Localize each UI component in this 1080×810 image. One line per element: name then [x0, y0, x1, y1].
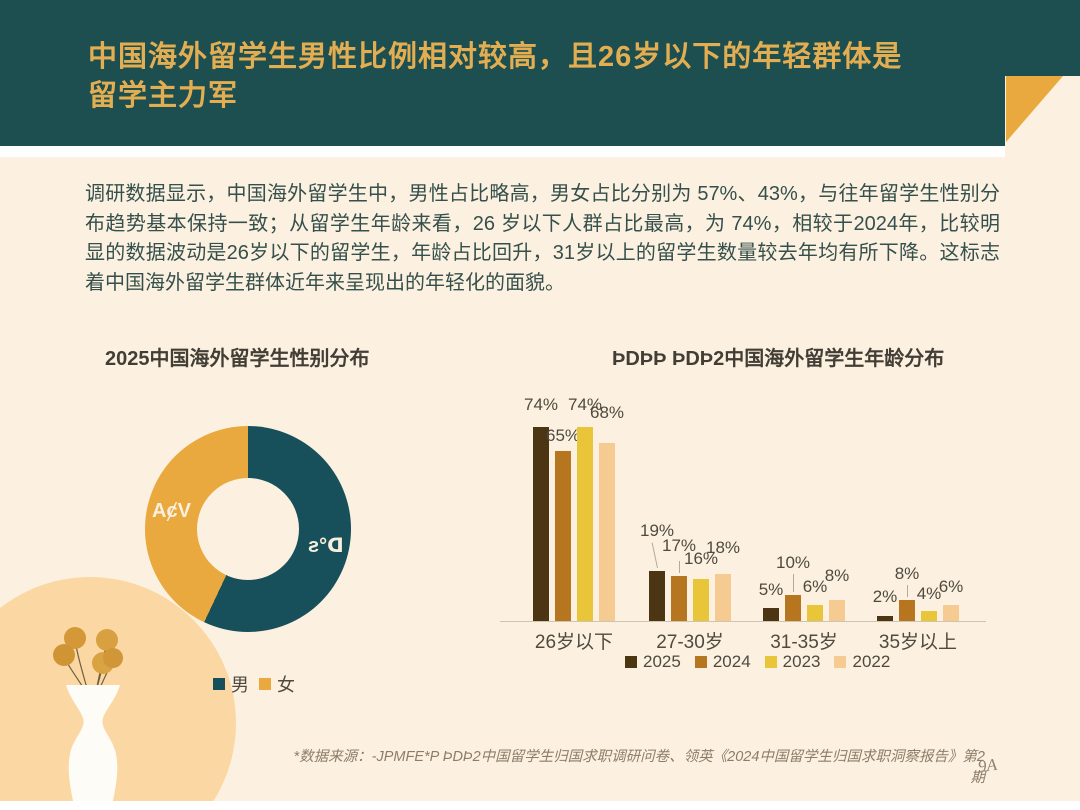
bar-2022-35岁以上[interactable] — [943, 605, 959, 621]
bar-2022-26岁以下[interactable] — [599, 443, 615, 621]
female-slice-label: AȼV — [152, 500, 191, 522]
flower-icon — [64, 627, 86, 649]
category-label: 35岁以上 — [878, 632, 958, 653]
flower-icon — [103, 648, 123, 668]
category-label: 26岁以下 — [534, 632, 614, 653]
bar-2022-31-35岁[interactable] — [829, 600, 845, 621]
body-paragraph: 调研数据显示，中国海外留学生中，男性占比略高，男女占比分别为 57%、43%，与… — [85, 183, 1000, 294]
bar-value-label: 19% — [639, 521, 675, 540]
bar-value-label: 68% — [589, 403, 625, 422]
bar-value-label: 6% — [802, 577, 828, 596]
legend-label: 2025 — [643, 652, 681, 671]
legend-swatch — [764, 656, 777, 668]
bar-value-label: 8% — [894, 564, 920, 583]
legend-item[interactable]: 2024 — [694, 652, 751, 672]
gender-donut[interactable] — [145, 426, 351, 632]
legend-swatch — [625, 656, 637, 668]
bar-2025-31-35岁[interactable] — [763, 608, 779, 621]
age-legend: 2025 2024 2023 2022 — [625, 652, 890, 672]
legend-label: 2022 — [852, 652, 891, 671]
bar-2023-31-35岁[interactable] — [807, 605, 823, 621]
bar-2025-35岁以上[interactable] — [877, 616, 893, 621]
bar-2024-31-35岁[interactable] — [785, 595, 801, 621]
label-leader-line — [907, 585, 908, 597]
bar-value-label: 18% — [705, 538, 741, 557]
header-gap-strip — [0, 146, 1005, 157]
gender-legend: 男女 — [213, 671, 295, 697]
legend-item[interactable]: 男 — [213, 671, 249, 697]
vase-body — [66, 685, 120, 810]
category-label: 27-30岁 — [656, 632, 724, 653]
bar-value-label: 65% — [545, 426, 581, 445]
legend-label: 女 — [277, 675, 295, 695]
legend-swatch — [213, 678, 225, 690]
bar-value-label: 17% — [661, 536, 697, 555]
legend-label: 2023 — [782, 652, 821, 671]
legend-swatch — [694, 656, 707, 668]
flower-icon — [53, 644, 75, 666]
bar-2025-26岁以下[interactable] — [533, 427, 549, 621]
legend-label: 2024 — [712, 652, 751, 671]
legend-label: 男 — [231, 675, 249, 695]
bar-2023-27-30岁[interactable] — [693, 579, 709, 621]
flower-icon — [96, 629, 118, 651]
bar-2022-27-30岁[interactable] — [715, 574, 731, 621]
legend-item[interactable]: 2022 — [834, 652, 890, 672]
bar-value-label: 5% — [758, 580, 784, 599]
bar-2023-26岁以下[interactable] — [577, 427, 593, 621]
page-title-line1: 中国海外留学生男性比例相对较高，且26岁以下的年轻群体是 — [88, 41, 903, 73]
bar-value-label: 4% — [916, 584, 942, 603]
page-number: 9A — [976, 754, 999, 777]
gender-chart-title: 2025中国海外留学生性别分布 — [105, 348, 370, 370]
bar-value-label: 2% — [872, 587, 898, 606]
bar-value-label: 10% — [775, 553, 811, 572]
data-source-footnote: *数据来源：-JPMFE*P ÞDÞ2中国留学生归国求职调研问卷、领英《2024… — [293, 749, 985, 786]
bar-2023-35岁以上[interactable] — [921, 611, 937, 621]
bar-2025-27-30岁[interactable] — [649, 571, 665, 621]
label-leader-line — [793, 574, 794, 592]
age-chart-title: ÞDÞÞ ÞDÞ2中国海外留学生年龄分布 — [612, 348, 945, 370]
legend-item[interactable]: 2025 — [625, 652, 681, 672]
page-title-line2: 留学主力军 — [88, 80, 239, 112]
bar-value-label: 8% — [824, 566, 850, 585]
legend-item[interactable]: 2023 — [764, 652, 821, 672]
bar-value-label: 6% — [938, 577, 964, 596]
header-band — [0, 0, 1005, 146]
bar-2024-26岁以下[interactable] — [555, 451, 571, 621]
bar-value-label: 74% — [567, 395, 603, 414]
male-slice-label: ƨ°ᗡ — [308, 535, 344, 557]
bottom-margin-strip — [0, 801, 1080, 810]
page-title: 中国海外留学生男性比例相对较高，且26岁以下的年轻群体是 留学主力军 — [88, 38, 988, 116]
legend-swatch — [259, 678, 271, 690]
age-bar-plot: 74% 65% 74% 68% 19% 17% 16% 18% 5% 10% 6% 8% 2% 8% 4% 6… — [505, 388, 985, 621]
header-band-right — [1005, 0, 1080, 76]
x-axis-line — [500, 621, 986, 622]
bar-2024-27-30岁[interactable] — [671, 576, 687, 621]
bar-value-label: 74% — [523, 395, 559, 414]
age-bar-axis: 26岁以下 27-30岁 31-35岁 35岁以上 — [505, 627, 985, 653]
category-label: 31-35岁 — [770, 632, 838, 653]
legend-swatch — [834, 656, 847, 668]
bar-2024-35岁以上[interactable] — [899, 600, 915, 621]
donut-hole — [197, 478, 299, 580]
bar-value-label: 16% — [683, 549, 719, 568]
legend-item[interactable]: 女 — [259, 671, 295, 697]
vase-flowers-illustration — [53, 627, 123, 810]
label-leader-line — [679, 561, 680, 573]
